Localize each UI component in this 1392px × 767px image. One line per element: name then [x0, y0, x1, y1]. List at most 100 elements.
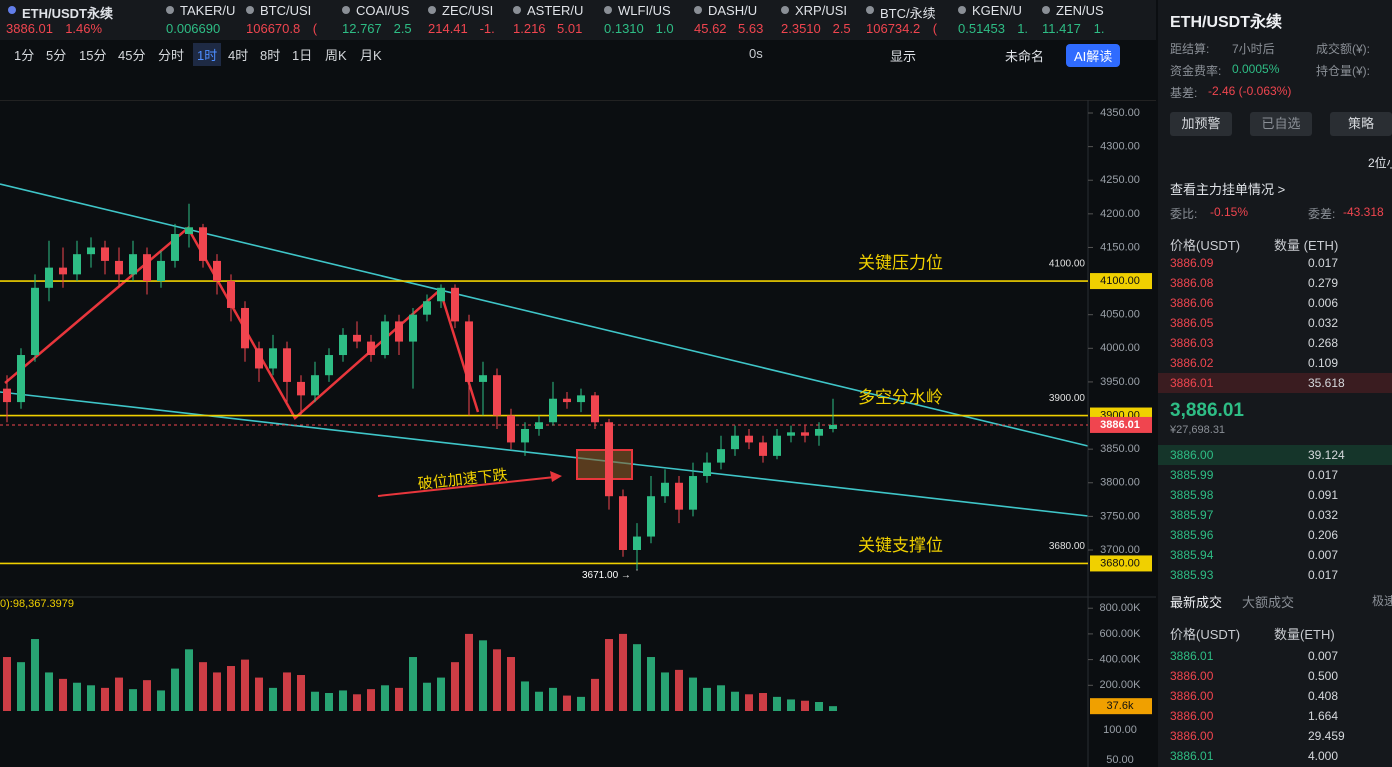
interval[interactable]: 5分 — [46, 48, 67, 63]
book-price: 3885.93 — [1170, 568, 1214, 582]
volume-bar — [521, 681, 529, 711]
book-price: 3885.94 — [1170, 548, 1214, 562]
candle-body — [199, 227, 207, 261]
tab-price: 0.1310 — [604, 21, 644, 36]
volume-bar — [171, 668, 179, 711]
chart: 4350.00 4300.00 4250.00 4200.00 4150.00 4050.… — [0, 100, 1156, 767]
candle-body — [577, 395, 585, 403]
tab-name[interactable]: TAKER/U — [180, 3, 236, 18]
trend-line — [0, 183, 1089, 447]
tab-name[interactable]: ASTER/U — [527, 3, 584, 18]
interval[interactable]: 分时 — [158, 48, 185, 63]
depth-link[interactable]: 查看主力挂单情况 > — [1170, 182, 1286, 197]
tab-name[interactable]: ETH/USDT永续 — [22, 6, 114, 21]
interval[interactable]: 周K — [325, 48, 347, 63]
zigzag — [4, 226, 480, 420]
tab-price: 106734.2 — [866, 21, 921, 36]
volume-bar — [213, 672, 221, 711]
info-value: -2.46 (-0.063%) — [1208, 84, 1292, 98]
y-tick-label: 4000.00 — [1100, 342, 1140, 354]
candle-body — [703, 462, 711, 477]
volume-bar — [731, 691, 739, 711]
interval[interactable]: 4时 — [228, 48, 249, 63]
volume-bar — [647, 657, 655, 711]
panel-button[interactable]: 策略 — [1330, 112, 1392, 136]
tab-change: 1. — [1017, 21, 1029, 36]
col-header: 数量 (ETH) — [1274, 238, 1339, 253]
volume-bar — [633, 644, 641, 711]
volume-bar — [115, 677, 123, 711]
volume-bar — [241, 659, 249, 711]
tab-icon — [866, 6, 874, 14]
book-price: 3886.06 — [1170, 296, 1214, 310]
volume-bar — [661, 672, 669, 711]
volume-bar — [409, 657, 417, 711]
trend-line — [0, 391, 1089, 517]
volume-bar — [283, 672, 291, 711]
candle-body — [171, 234, 179, 261]
tab-name[interactable]: BTC/USI — [260, 3, 312, 18]
volume-bar — [17, 662, 25, 711]
candle-body — [143, 254, 151, 282]
interval[interactable]: 45分 — [118, 48, 146, 63]
trade-qty: 0.007 — [1308, 649, 1339, 663]
interval[interactable]: 1时 — [193, 43, 222, 66]
candle-body — [311, 375, 319, 396]
volume-bar — [31, 639, 39, 711]
interval[interactable]: 月K — [360, 48, 382, 63]
panel-button[interactable]: 已自选 — [1250, 112, 1312, 136]
tab-name[interactable]: WLFI/US — [618, 3, 671, 18]
y-tick-label: 4050.00 — [1100, 309, 1140, 321]
candle-body — [227, 281, 235, 308]
candle-body — [563, 398, 571, 403]
col-header: 价格(USDT) — [1170, 627, 1241, 642]
book-qty: 0.032 — [1308, 508, 1339, 522]
panel-title: ETH/USDT永续 — [1170, 14, 1283, 31]
tab-price: 12.767 — [342, 21, 382, 36]
info-label: 持仓量(¥): — [1316, 64, 1371, 78]
tab-name[interactable]: XRP/USI — [795, 3, 848, 18]
trade-tab[interactable]: 极速 — [1372, 594, 1392, 608]
candle-body — [101, 247, 109, 261]
tab-icon — [781, 6, 789, 14]
interval[interactable]: 1日 — [292, 48, 313, 63]
tab-change: ( — [932, 21, 938, 36]
info-label: 基差: — [1170, 86, 1198, 100]
trade-tab[interactable]: 最新成交 — [1170, 595, 1223, 610]
volume-tick-label: 200.00K — [1100, 679, 1142, 691]
tab-name[interactable]: ZEC/USI — [442, 3, 494, 18]
col-header: 价格(USDT) — [1170, 238, 1241, 253]
ai-button[interactable]: AI解读 — [1066, 44, 1121, 67]
interval[interactable]: 15分 — [79, 48, 107, 63]
y-tick-label: 4300.00 — [1100, 141, 1140, 153]
trade-price: 3886.01 — [1170, 749, 1214, 763]
interval[interactable]: 8时 — [260, 48, 281, 63]
candle-body — [675, 482, 683, 510]
y-tick-label: 4200.00 — [1100, 208, 1140, 220]
volume-bar — [353, 694, 361, 711]
tab-name[interactable]: KGEN/U — [972, 3, 1022, 18]
level-value: 3680.00 — [1049, 541, 1086, 552]
panel-button[interactable]: 加预警 — [1170, 112, 1232, 136]
tab-icon — [1042, 6, 1050, 14]
info-label: 距结算: — [1170, 42, 1210, 56]
tab-name[interactable]: ZEN/US — [1056, 3, 1104, 18]
tab-name[interactable]: DASH/U — [708, 3, 758, 18]
tab-name[interactable]: BTC/永续 — [880, 6, 936, 21]
interval[interactable]: 1分 — [14, 48, 35, 63]
trade-tab[interactable]: 大额成交 — [1242, 595, 1295, 610]
y-tick-label: 4250.00 — [1100, 174, 1140, 186]
interval-bar — [0, 40, 1156, 101]
tab-name[interactable]: COAI/US — [356, 3, 410, 18]
book-price: 3886.02 — [1170, 356, 1214, 370]
display: 显示 — [890, 49, 917, 64]
y-tick-label: 3700.00 — [1100, 544, 1140, 556]
candle-body — [129, 254, 137, 275]
tab-icon — [694, 6, 702, 14]
volume-bar — [185, 649, 193, 711]
volume-bar — [549, 687, 557, 711]
candle-body — [465, 321, 473, 382]
volume-bar — [381, 685, 389, 711]
candle-body — [31, 287, 39, 356]
